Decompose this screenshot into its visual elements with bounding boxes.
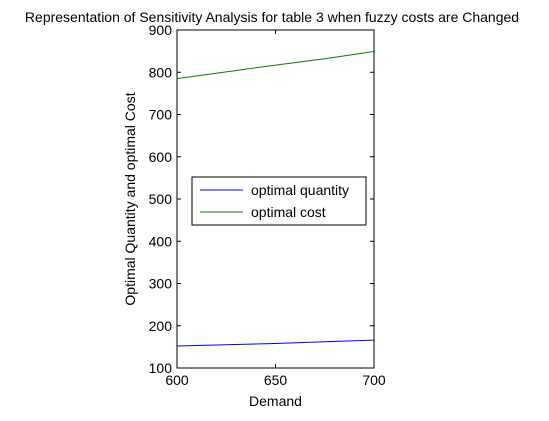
legend-label: optimal cost [251,204,326,220]
y-tick-label: 300 [149,276,173,292]
series-layer [176,51,375,347]
series-line-optimal-cost [176,51,375,80]
series-line-optimal-quantity [176,339,375,347]
legend: optimal quantity optimal cost [191,176,367,226]
legend-box [191,176,367,226]
y-tick-label: 500 [149,191,173,207]
y-axis-label: Optimal Quantity and optimal Cost [122,92,138,305]
y-tick-label: 400 [149,233,173,249]
x-tick-label: 600 [165,372,189,388]
y-tick-label: 900 [149,22,173,38]
y-tick-label: 100 [149,360,173,376]
chart-title: Representation of Sensitivity Analysis f… [25,9,519,25]
x-tick-label: 650 [264,372,288,388]
x-axis-label: Demand [249,393,302,409]
y-tick-label: 700 [149,107,173,123]
x-tick-label: 700 [362,372,386,388]
axis-ticks: 600 650 700 100 200 300 400 500 600 700 800 900 [149,22,386,388]
y-tick-label: 600 [149,149,173,165]
y-tick-label: 200 [149,318,173,334]
y-tick-label: 800 [149,64,173,80]
legend-label: optimal quantity [251,182,349,198]
